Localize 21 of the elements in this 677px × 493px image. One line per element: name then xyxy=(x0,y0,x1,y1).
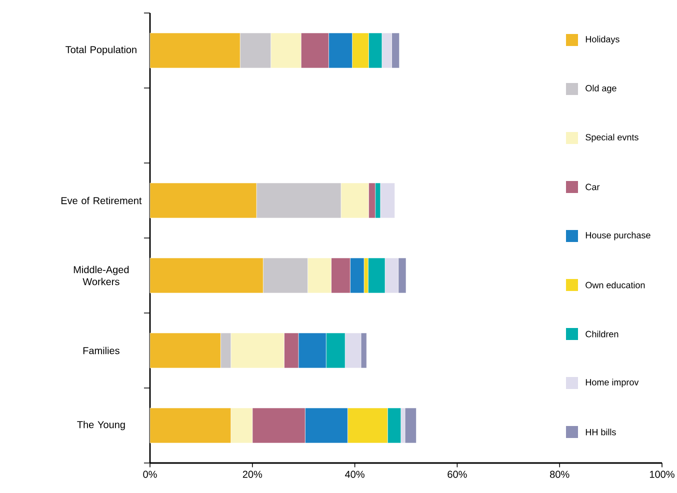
x-tick-label: 100% xyxy=(650,470,674,478)
x-tick-label: 20% xyxy=(242,470,262,478)
legend-label: HH bills xyxy=(586,428,616,436)
legend-label: Holidays xyxy=(586,36,620,44)
x-tick-label: 80% xyxy=(550,470,570,478)
y-tick-label: The Young xyxy=(77,420,125,430)
y-tick-label: Total Population xyxy=(66,46,136,56)
legend-label: Car xyxy=(586,184,600,190)
legend-label: Children xyxy=(586,330,618,338)
legend-label: Old age xyxy=(586,84,616,94)
x-tick-label: 60% xyxy=(448,470,467,478)
legend-label: Own education xyxy=(586,282,645,288)
legend-label: House purchase xyxy=(586,232,650,240)
y-tick-label: Eve of Retirement xyxy=(61,196,142,204)
legend-label: Special evnts xyxy=(586,134,638,142)
y-tick-label: Middle-Aged Workers xyxy=(74,266,129,286)
y-tick-label: Families xyxy=(83,346,120,354)
legend-label: Home improv xyxy=(586,378,639,388)
x-tick-label: 40% xyxy=(345,470,364,478)
bar xyxy=(404,408,416,444)
x-tick-label: 0% xyxy=(143,470,157,478)
